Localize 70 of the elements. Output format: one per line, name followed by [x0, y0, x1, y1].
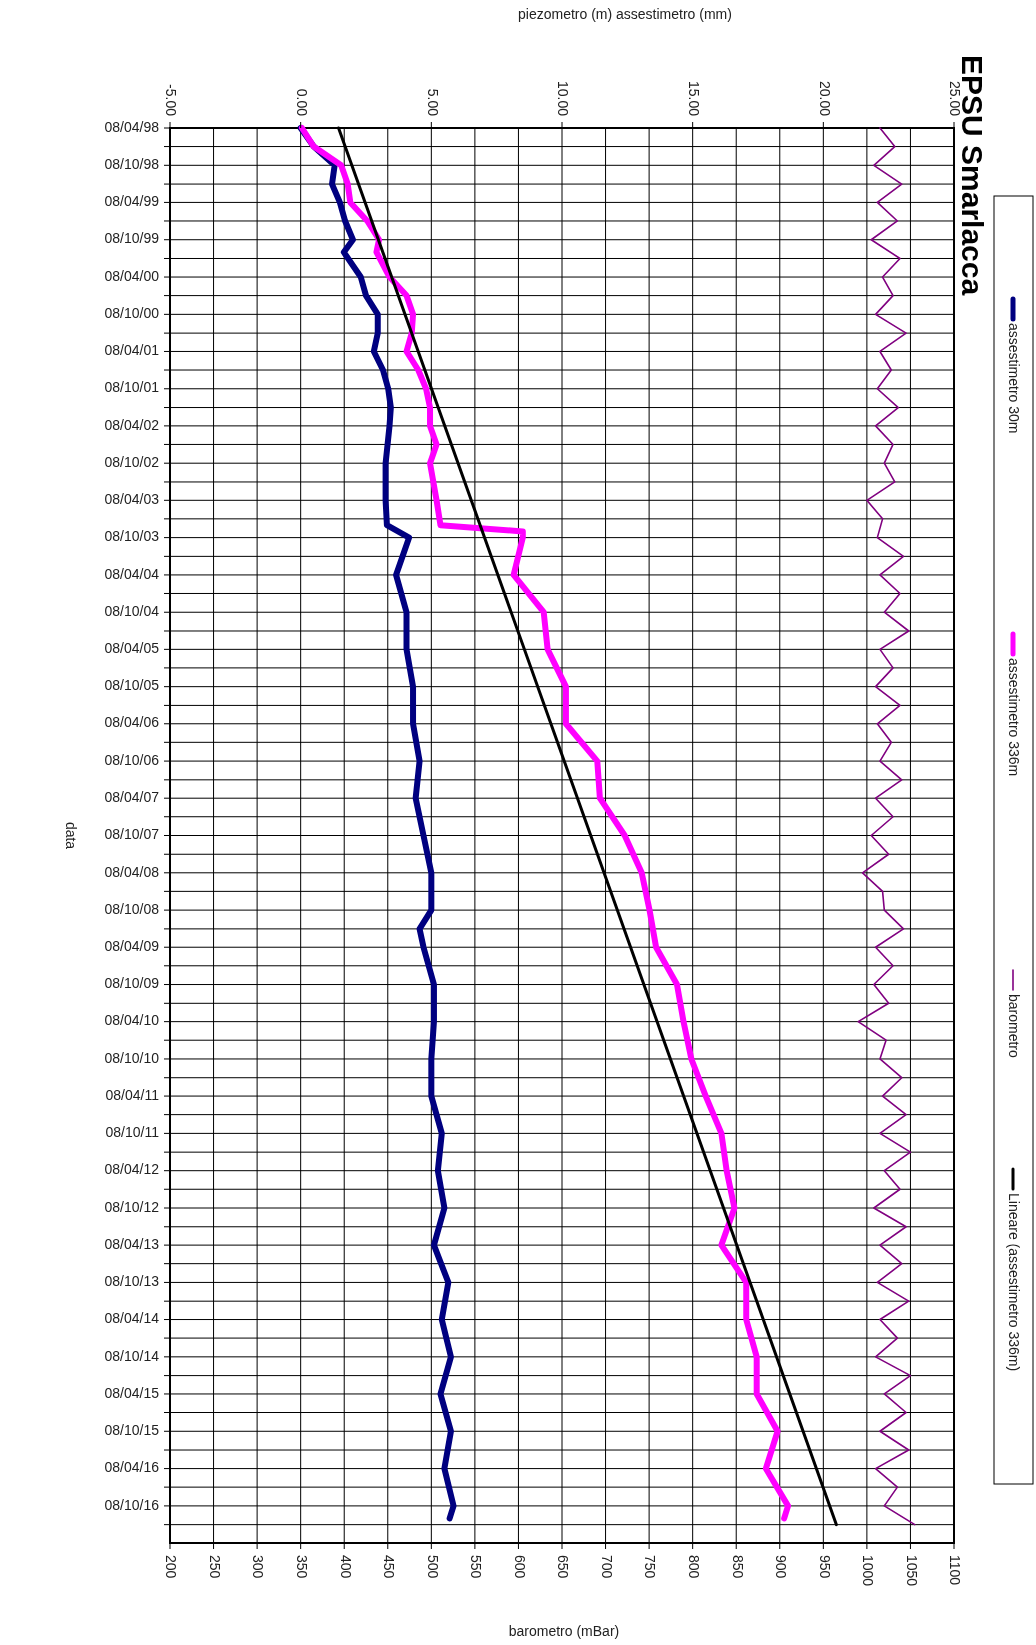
y-tick-label: 08/04/08 [104, 863, 160, 880]
x-tick-label: 300 [250, 1555, 267, 1579]
x-tick-label: 550 [468, 1555, 485, 1579]
x-tick-label: 1050 [903, 1555, 920, 1587]
x-tick-label: 1000 [860, 1555, 877, 1587]
y-tick-label: 08/10/00 [104, 305, 160, 322]
x-tick-label: 450 [381, 1555, 398, 1579]
y-tick-label: 08/10/10 [104, 1049, 160, 1066]
y-tick-label: 08/10/01 [104, 379, 160, 396]
y-tick-label: 08/04/09 [104, 937, 160, 954]
y-tick-label: 08/10/09 [104, 975, 160, 992]
x-tick-label: 600 [511, 1555, 528, 1579]
x-tick-label: 950 [816, 1555, 833, 1579]
y-tick-label: 08/04/13 [104, 1235, 160, 1252]
y-tick-label: 08/10/05 [104, 677, 160, 694]
y-tick-label: 08/04/12 [104, 1161, 160, 1178]
x-tick-label: 650 [555, 1555, 572, 1579]
x-tick-label: 900 [773, 1555, 790, 1579]
y-tick-label: 08/04/00 [104, 267, 160, 284]
x2-tick-label: 5.00 [424, 88, 441, 117]
x2-tick-label: 0.00 [293, 88, 310, 117]
y-tick-label: 08/04/10 [104, 1012, 160, 1029]
y-tick-label: 08/04/01 [104, 342, 160, 359]
y-tick-label: 08/04/03 [104, 491, 160, 508]
y-tick-label: 08/10/02 [104, 453, 160, 470]
y-tick-label: 08/04/99 [104, 193, 160, 210]
x2-tick-label: -5.00 [163, 84, 180, 117]
y-tick-label: 08/04/07 [104, 788, 160, 805]
y-tick-label: 08/10/04 [104, 602, 160, 619]
x2-tick-label: 10.00 [555, 80, 572, 117]
legend-label: barometro [1006, 994, 1023, 1059]
y-tick-label: 08/10/06 [104, 751, 160, 768]
y-tick-label: 08/04/98 [104, 118, 160, 135]
x-tick-label: 1100 [947, 1555, 964, 1586]
y-tick-label: 08/04/16 [104, 1459, 160, 1476]
x-tick-label: 750 [642, 1555, 659, 1579]
y-tick-label: 08/10/14 [104, 1347, 160, 1364]
y-tick-label: 08/10/07 [104, 826, 160, 843]
y-tick-label: 08/10/15 [104, 1421, 160, 1438]
y-axis-title: data [63, 821, 80, 850]
y-tick-label: 08/10/08 [104, 900, 160, 917]
x-tick-label: 700 [598, 1555, 615, 1579]
x-tick-label: 250 [206, 1555, 223, 1579]
legend-label: assestimetro 336m [1006, 658, 1023, 777]
y-tick-label: 08/10/11 [105, 1124, 160, 1141]
y-tick-label: 08/10/12 [104, 1198, 160, 1215]
y-tick-label: 08/04/04 [104, 565, 160, 582]
y-tick-label: 08/04/02 [104, 416, 160, 433]
x-tick-label: 350 [293, 1555, 310, 1579]
x-tick-label: 200 [163, 1555, 180, 1579]
y-tick-label: 08/04/05 [104, 640, 160, 657]
legend-label: Lineare (assestimetro 336m) [1006, 1193, 1023, 1372]
x-tick-label: 500 [424, 1555, 441, 1579]
y-tick-label: 08/10/13 [104, 1273, 160, 1290]
x2-tick-label: 15.00 [685, 80, 702, 117]
x2-axis-title: piezometro (m) assestimetro (mm) [518, 5, 732, 22]
y-tick-label: 08/10/99 [104, 230, 160, 247]
y-tick-label: 08/04/06 [104, 714, 160, 731]
x-tick-label: 400 [337, 1555, 354, 1579]
y-tick-label: 08/04/11 [105, 1086, 160, 1103]
x-axis-title: barometro (mBar) [508, 1622, 620, 1639]
y-tick-label: 08/10/16 [104, 1496, 160, 1513]
y-tick-label: 08/10/98 [104, 156, 160, 173]
x-tick-label: 800 [685, 1555, 702, 1579]
y-tick-label: 08/04/15 [104, 1384, 160, 1401]
legend-label: assestimetro 30m [1006, 323, 1023, 434]
y-tick-label: 08/10/03 [104, 528, 160, 545]
x2-tick-label: 20.00 [816, 80, 833, 117]
x-tick-label: 850 [729, 1555, 746, 1579]
y-tick-label: 08/04/14 [104, 1310, 160, 1327]
